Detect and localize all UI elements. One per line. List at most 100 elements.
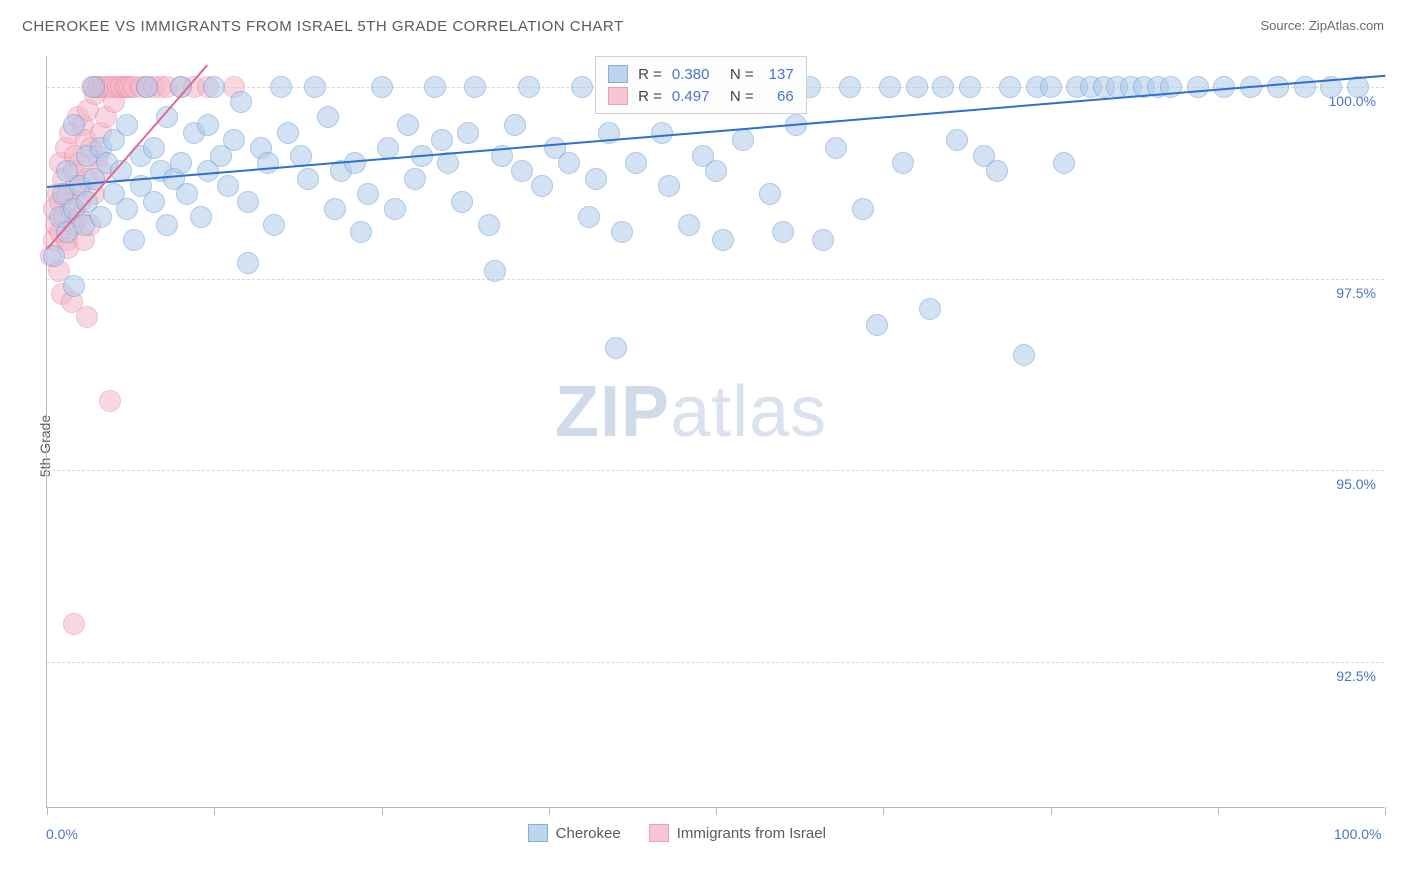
data-point [143, 191, 165, 213]
data-point [451, 191, 473, 213]
data-point [1040, 76, 1062, 98]
data-point [457, 122, 479, 144]
data-point [63, 114, 85, 136]
stats-row: R =0.380N =137 [608, 63, 794, 85]
data-point [203, 76, 225, 98]
data-point [397, 114, 419, 136]
data-point [518, 76, 540, 98]
y-tick-label: 92.5% [1336, 668, 1376, 684]
data-point [384, 198, 406, 220]
data-point [344, 152, 366, 174]
data-point [197, 114, 219, 136]
data-point [297, 168, 319, 190]
data-point [324, 198, 346, 220]
data-point [350, 221, 372, 243]
x-tick [1218, 807, 1219, 815]
data-point [90, 206, 112, 228]
data-point [190, 206, 212, 228]
data-point [558, 152, 580, 174]
legend-item: Cherokee [528, 824, 621, 842]
x-tick [1385, 807, 1386, 815]
data-point [605, 337, 627, 359]
stat-r-value: 0.497 [672, 88, 720, 105]
data-point [1267, 76, 1289, 98]
data-point [571, 76, 593, 98]
data-point [156, 214, 178, 236]
data-point [357, 183, 379, 205]
data-point [99, 390, 121, 412]
stat-n-value: 66 [764, 88, 794, 105]
data-point [257, 152, 279, 174]
stats-row: R =0.497N =66 [608, 85, 794, 107]
stat-n-value: 137 [764, 66, 794, 83]
watermark: ZIPatlas [555, 371, 827, 453]
data-point [919, 298, 941, 320]
data-point [217, 175, 239, 197]
data-point [237, 191, 259, 213]
data-point [136, 76, 158, 98]
data-point [143, 137, 165, 159]
legend-item: Immigrants from Israel [649, 824, 826, 842]
data-point [63, 613, 85, 635]
data-point [879, 76, 901, 98]
data-point [170, 152, 192, 174]
data-point [76, 306, 98, 328]
data-point [959, 76, 981, 98]
data-point [712, 229, 734, 251]
data-point [759, 183, 781, 205]
data-point [651, 122, 673, 144]
stat-n-label: N = [730, 66, 754, 83]
data-point [304, 76, 326, 98]
x-tick [47, 807, 48, 815]
data-point [852, 198, 874, 220]
x-tick [883, 807, 884, 815]
data-point [123, 229, 145, 251]
data-point [63, 275, 85, 297]
data-point [431, 129, 453, 151]
y-tick-label: 95.0% [1336, 476, 1376, 492]
data-point [270, 76, 292, 98]
data-point [986, 160, 1008, 182]
data-point [116, 114, 138, 136]
data-point [772, 221, 794, 243]
data-point [1013, 344, 1035, 366]
data-point [812, 229, 834, 251]
scatter-plot-area: ZIPatlas 92.5%95.0%97.5%100.0%R =0.380N … [46, 56, 1384, 808]
data-point [946, 129, 968, 151]
data-point [83, 76, 105, 98]
chart-title: CHEROKEE VS IMMIGRANTS FROM ISRAEL 5TH G… [22, 18, 624, 35]
data-point [999, 76, 1021, 98]
data-point [625, 152, 647, 174]
x-tick [382, 807, 383, 815]
data-point [424, 76, 446, 98]
x-tick [1051, 807, 1052, 815]
stat-n-label: N = [730, 88, 754, 105]
data-point [866, 314, 888, 336]
stat-r-label: R = [638, 66, 662, 83]
data-point [223, 129, 245, 151]
gridline [47, 662, 1384, 663]
data-point [263, 214, 285, 236]
x-tick [214, 807, 215, 815]
stats-legend-box: R =0.380N =137R =0.497N =66 [595, 56, 807, 114]
data-point [658, 175, 680, 197]
source-attribution: Source: ZipAtlas.com [1260, 18, 1384, 33]
data-point [932, 76, 954, 98]
legend: Cherokee Immigrants from Israel [528, 824, 826, 842]
data-point [377, 137, 399, 159]
data-point [511, 160, 533, 182]
data-point [371, 76, 393, 98]
data-point [504, 114, 526, 136]
data-point [1294, 76, 1316, 98]
y-tick-label: 97.5% [1336, 285, 1376, 301]
data-point [277, 122, 299, 144]
legend-swatch [528, 824, 548, 842]
data-point [906, 76, 928, 98]
data-point [892, 152, 914, 174]
data-point [1187, 76, 1209, 98]
data-point [531, 175, 553, 197]
data-point [176, 183, 198, 205]
legend-swatch [608, 65, 628, 83]
data-point [611, 221, 633, 243]
legend-swatch [649, 824, 669, 842]
